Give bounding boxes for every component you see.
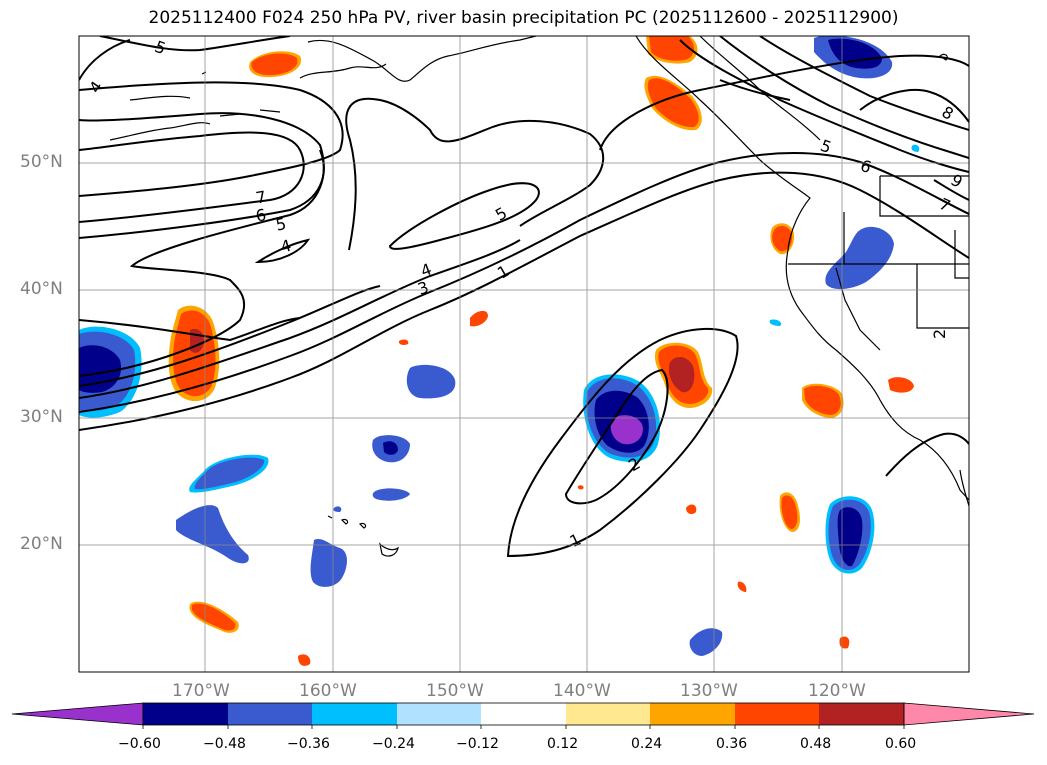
colorbar-tick: 0.36 (716, 736, 748, 752)
precip-blob-positive (888, 377, 914, 393)
precip-blob-positive (781, 495, 798, 529)
contour-label: 6 (254, 205, 267, 225)
precip-blob-positive (251, 53, 298, 76)
pv-contours (79, 36, 969, 558)
precip-blob-negative (176, 505, 249, 564)
lat-label: 20°N (20, 534, 63, 554)
colorbar-tick: 0.60 (885, 736, 917, 752)
colorbar-tick: −0.36 (287, 736, 330, 752)
precip-blob-positive (668, 356, 695, 393)
colorbar-bin (735, 703, 819, 725)
precip-blob-positive (470, 310, 488, 327)
precip-blob-positive (772, 225, 793, 252)
colorbar-bin (397, 703, 481, 725)
colorbar-bin (312, 703, 397, 725)
colorbar-tick: −0.12 (456, 736, 499, 752)
map-title: 2025112400 F024 250 hPa PV, river basin … (148, 8, 899, 28)
precip-blob-positive (191, 603, 236, 631)
precip-blob-positive (737, 581, 747, 592)
lat-label: 50°N (20, 152, 63, 172)
lon-label: 150°W (426, 681, 484, 701)
contour-label: 4 (85, 77, 106, 96)
colorbar-bin (143, 703, 228, 725)
contour-label: 4 (418, 259, 434, 280)
precip-blob-negative (406, 364, 456, 399)
precip-blob-positive (647, 78, 699, 128)
precip-blob-negative (689, 628, 723, 656)
precip-blob-positive (686, 504, 697, 515)
map-panel: 5 4 7 6 5 4 4 3 5 1 1 2 5 6 7 8 9 2 (79, 36, 969, 672)
colorbar-extend-high (903, 702, 1035, 726)
contour-label: 9 (948, 170, 966, 192)
colorbar-bin (650, 703, 735, 725)
colorbar-tick: 0.48 (800, 736, 832, 752)
lon-label: 140°W (553, 681, 611, 701)
colorbar-tick: 0.12 (547, 736, 579, 752)
lon-label: 170°W (172, 681, 230, 701)
lat-label: 30°N (20, 407, 63, 427)
colorbar-bin (228, 703, 312, 725)
map-frame (78, 35, 970, 673)
contour-label: 5 (818, 136, 834, 157)
precip-blobs (79, 36, 920, 666)
precip-blob-positive (398, 339, 409, 345)
contour-label: 5 (274, 214, 288, 235)
precip-blob-negative (383, 441, 398, 455)
colorbar-tick: 0.24 (631, 736, 663, 752)
contour-label: 2 (930, 329, 949, 339)
lon-label: 120°W (808, 681, 866, 701)
colorbar-bin (481, 703, 566, 725)
lon-label: 130°W (680, 681, 738, 701)
precip-blob-negative (769, 319, 782, 326)
precip-blob-positive (298, 654, 311, 666)
lat-label: 40°N (20, 279, 63, 299)
colorbar-tick: −0.60 (118, 736, 161, 752)
precip-blob-negative (911, 144, 920, 152)
precip-blob-positive (577, 485, 584, 490)
lon-label: 160°W (299, 681, 357, 701)
precip-blob-negative (194, 457, 265, 490)
precip-blob-positive (804, 385, 841, 415)
gridlines (79, 36, 969, 672)
contour-label: 7 (254, 187, 267, 207)
contour-label: 4 (279, 236, 294, 257)
precip-blob-positive (839, 636, 850, 649)
colorbar (11, 702, 1035, 729)
precip-blob-negative (825, 226, 894, 290)
colorbar-tick: −0.48 (203, 736, 246, 752)
colorbar-bin (819, 703, 904, 725)
precip-blob-negative (310, 538, 347, 587)
precip-blob-negative (372, 488, 410, 501)
colorbar-bin (566, 703, 650, 725)
contour-label: 5 (492, 203, 510, 225)
colorbar-tick: −0.24 (372, 736, 415, 752)
contour-label: 5 (152, 37, 168, 58)
precip-blob-negative (333, 506, 342, 512)
contour-label: 3 (415, 277, 431, 298)
colorbar-extend-low (11, 702, 144, 726)
precip-blob-negative (837, 507, 863, 567)
precip-blob-negative (610, 415, 643, 445)
